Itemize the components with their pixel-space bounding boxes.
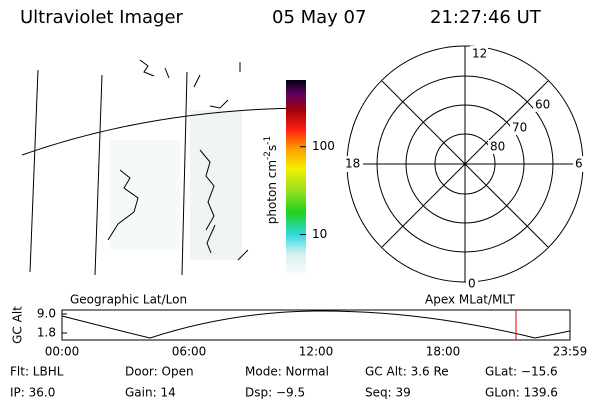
polar-grid	[346, 45, 584, 283]
mlt-label: 6	[575, 157, 583, 171]
status-field: Gain: 14	[125, 386, 176, 400]
y-tick-label: 9.0	[37, 307, 56, 321]
colorbar	[286, 80, 306, 278]
instrument: Ultraviolet Imager	[20, 7, 184, 28]
time: 21:27:46 UT	[430, 7, 542, 28]
altitude-label: GC Alt	[11, 306, 25, 344]
status-field: Seq: 39	[365, 386, 411, 400]
altitude-curve	[61, 310, 571, 339]
panel-title: Apex MLat/MLT	[425, 293, 515, 307]
status-field: IP: 36.0	[10, 386, 55, 400]
altitude-frame	[61, 309, 571, 341]
lat-label: 80	[490, 140, 505, 154]
x-tick-label: 23:59	[553, 345, 588, 359]
status-field: Dsp: −9.5	[245, 386, 305, 400]
lat-label: 60	[535, 98, 550, 112]
status-field: Mode: Normal	[245, 365, 329, 379]
mlt-label: 18	[345, 157, 360, 171]
x-tick-label: 18:00	[426, 345, 461, 359]
mlt-label: 12	[472, 47, 487, 61]
status-field: Door: Open	[125, 365, 194, 379]
colorbar-tick-label: 100	[312, 139, 335, 153]
status-field: GC Alt: 3.6 Re	[365, 365, 449, 379]
x-tick-label: 00:00	[45, 345, 80, 359]
x-tick-label: 12:00	[299, 345, 334, 359]
lat-label: 70	[512, 121, 527, 135]
status-field: Flt: LBHL	[10, 365, 64, 379]
mlt-label: 0	[468, 277, 476, 291]
status-field: GLon: 139.6	[485, 386, 558, 400]
date: 05 May 07	[272, 7, 366, 28]
y-tick-label: 1.8	[37, 326, 56, 340]
colorbar-label: photon cm-2s-1	[263, 136, 279, 225]
x-tick-label: 06:00	[172, 345, 207, 359]
colorbar-tick-label: 10	[312, 227, 327, 241]
status-field: GLat: −15.6	[485, 365, 558, 379]
panel-title: Geographic Lat/Lon	[70, 293, 187, 307]
geographic-image	[21, 59, 301, 276]
